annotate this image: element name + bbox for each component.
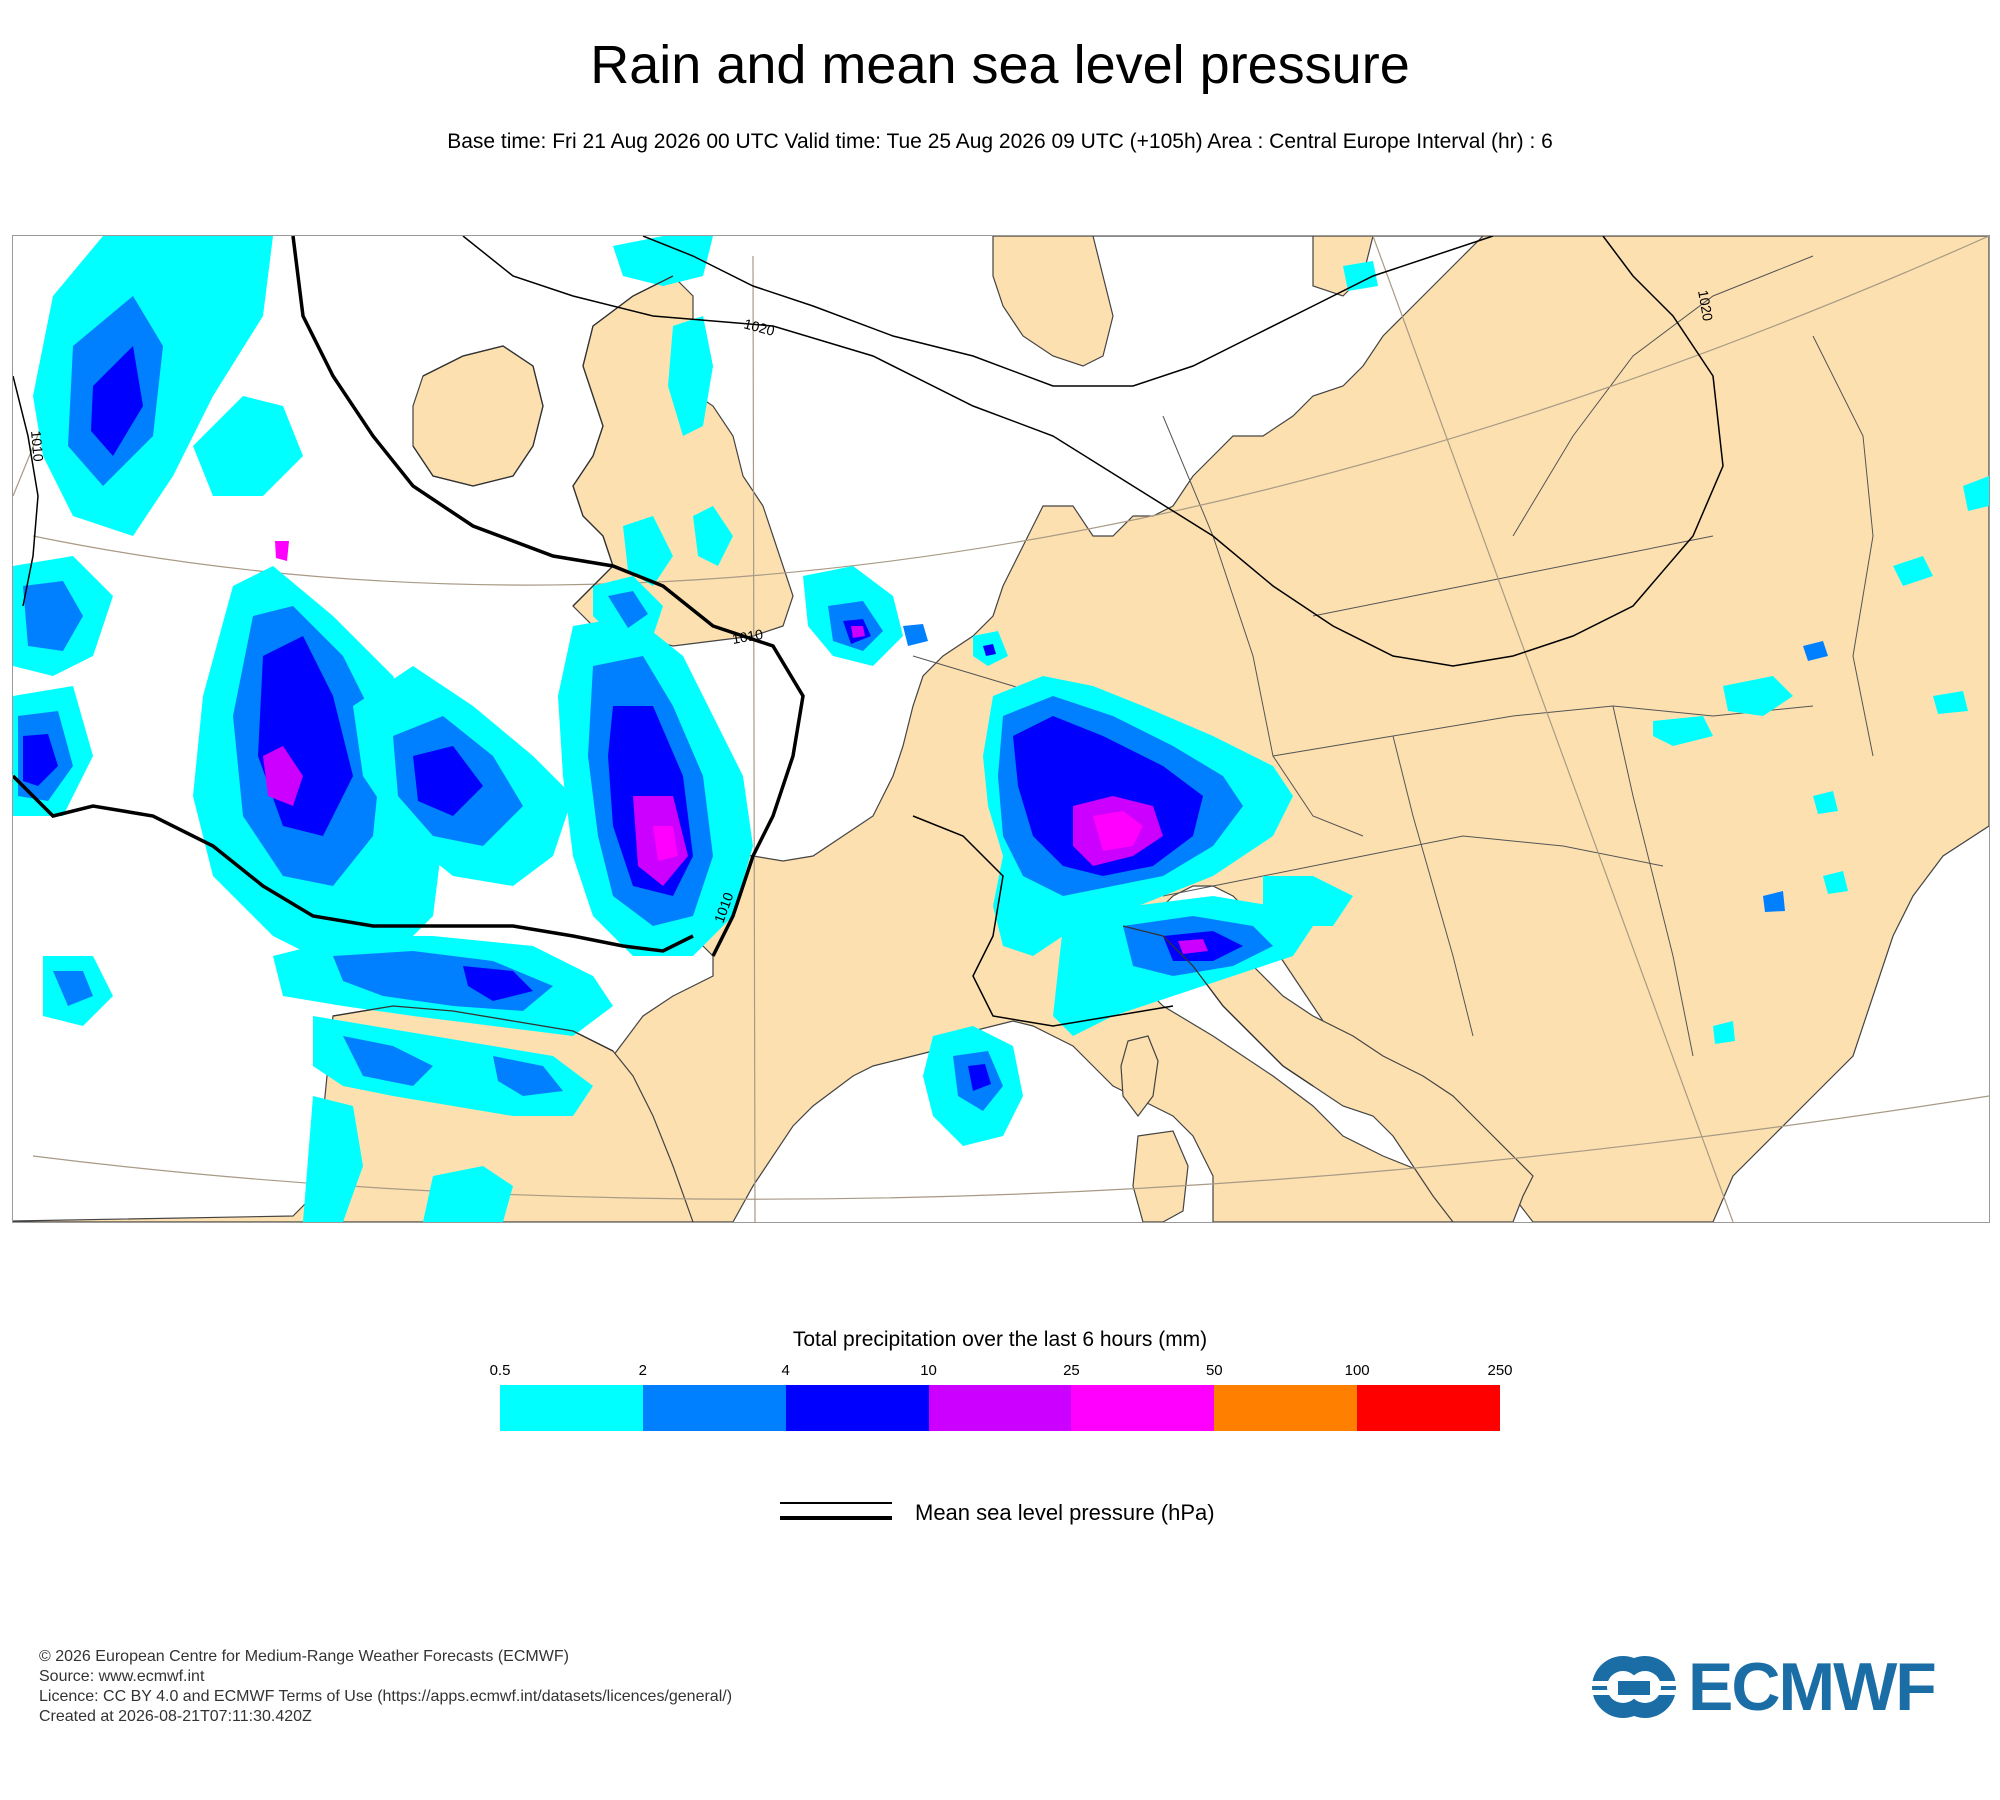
- legend-tick: 250: [1487, 1362, 1513, 1379]
- ecmwf-logo: ECMWF: [1588, 1652, 1963, 1722]
- footer-created: Created at 2026-08-21T07:11:30.420Z: [39, 1708, 312, 1725]
- footer-copyright: © 2026 European Centre for Medium-Range …: [39, 1648, 569, 1665]
- precip-balearic: [923, 1026, 1023, 1146]
- ecmwf-logo-text: ECMWF: [1688, 1649, 1937, 1725]
- legend-tick: 10: [920, 1362, 937, 1379]
- precip-uk-showers: [593, 316, 733, 636]
- borders-layer: [912, 255, 1874, 1057]
- precip-east-europe: [1653, 476, 1989, 1044]
- graticule-layer: [13, 236, 1989, 1222]
- precip-alps-main: [983, 676, 1293, 956]
- isobar-layer: [13, 236, 1724, 1027]
- ecmwf-logo-icon: [1588, 1656, 1680, 1718]
- footer-licence: Licence: CC BY 4.0 and ECMWF Terms of Us…: [39, 1688, 733, 1705]
- precip-biscay-band: [273, 936, 613, 1036]
- isobar-1020: [462, 236, 1724, 667]
- footer-credits: © 2026 European Centre for Medium-Range …: [39, 1647, 732, 1727]
- land-corsica: [1120, 1035, 1159, 1117]
- isobar-label-layer: 1020 1020 1010 1010 1010: [28, 289, 1716, 925]
- isobar-1015-spain: [912, 815, 1174, 1027]
- legend-tick: 25: [1063, 1362, 1080, 1379]
- isobar-1015-thick: [291, 236, 805, 957]
- isobar-label: 1010: [28, 430, 47, 463]
- isobar-label: 1020: [1695, 289, 1716, 323]
- precip-spain-north: [303, 1016, 593, 1222]
- precip-atlantic-central: [193, 541, 573, 966]
- isobar-1010-thick: [13, 774, 694, 953]
- legend-swatch-2-4: [642, 1385, 786, 1431]
- land-denmark: [992, 236, 1114, 367]
- mslp-legend-key: [780, 1500, 892, 1520]
- precip-channel-brittany: [558, 616, 753, 956]
- legend-colorbar: [500, 1385, 1501, 1431]
- land-ireland: [412, 345, 544, 487]
- legend-title: Total precipitation over the last 6 hour…: [792, 1328, 1208, 1351]
- isobar-label: 1010: [731, 626, 765, 647]
- isobar-1020-north: [642, 236, 1494, 387]
- legend-swatch-50-100: [1214, 1385, 1358, 1431]
- legend-tick: 4: [781, 1362, 790, 1379]
- precip-north-atlantic-top: [13, 236, 1378, 1026]
- forecast-map[interactable]: 1020 1020 1010 1010 1010: [12, 235, 1990, 1223]
- precip-belgium: [803, 566, 1008, 666]
- legend-swatch-100-250: [1357, 1385, 1501, 1431]
- legend-swatch-25-50: [1071, 1385, 1215, 1431]
- legend-tick: 0.5: [489, 1362, 511, 1379]
- footer-source: Source: www.ecmwf.int: [39, 1668, 205, 1685]
- legend-tick: 100: [1344, 1362, 1370, 1379]
- map-canvas: 1020 1020 1010 1010 1010: [13, 236, 1989, 1222]
- land-sardinia: [1132, 1130, 1189, 1222]
- chart-subtitle: Base time: Fri 21 Aug 2026 00 UTC Valid …: [447, 130, 1553, 153]
- chart-title: Rain and mean sea level pressure: [590, 35, 1410, 95]
- precip-atlantic-west: [33, 236, 303, 536]
- isobar-label: 1020: [742, 315, 776, 339]
- legend-swatch-0.5-2: [500, 1385, 643, 1431]
- legend-swatch-10-25: [928, 1385, 1072, 1431]
- legend-tick: 50: [1205, 1362, 1223, 1379]
- precip-ligurian: [1053, 876, 1353, 1036]
- legend-ticks: 0.5 2 4 10 25 50 100 250: [490, 1362, 1513, 1382]
- coastline-layer: [332, 275, 1314, 1087]
- legend-tick: 2: [638, 1362, 648, 1379]
- precipitation-layer: [13, 236, 1989, 1222]
- isobar-1010-west: [13, 375, 39, 607]
- legend-swatch-4-10: [785, 1385, 929, 1431]
- mslp-legend-label: Mean sea level pressure (hPa): [915, 1500, 1215, 1525]
